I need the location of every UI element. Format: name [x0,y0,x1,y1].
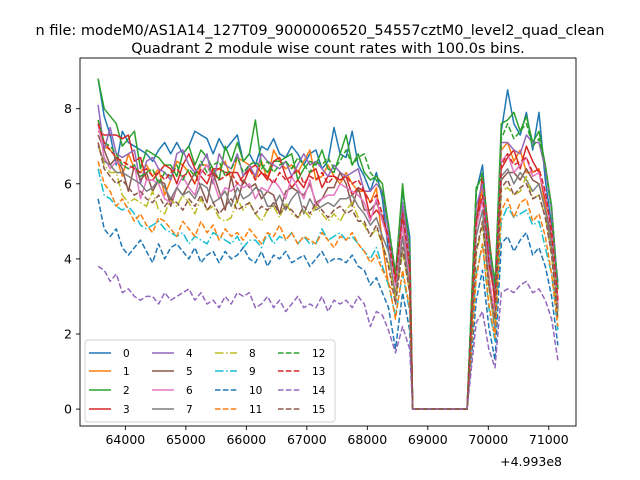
legend-label-7: 7 [186,404,193,416]
legend-label-12: 12 [312,348,325,360]
series-line-14 [97,265,559,410]
legend-label-6: 6 [186,385,193,397]
legend-box [84,339,336,423]
legend-label-11: 11 [249,404,262,416]
y-tick-label: 6 [64,176,72,191]
legend-label-8: 8 [249,348,256,360]
y-tick-label: 4 [64,251,72,266]
y-tick-label: 8 [64,101,72,116]
x-axis: 64000 65000 66000 67000 68000 69000 70000 71000 [105,426,569,447]
figure-suptitle: n file: modeM0/AS1A14_127T09_9000006520_… [36,23,605,39]
y-tick-label: 2 [64,327,72,342]
chart-title: Quadrant 2 module wise count rates with … [131,41,525,57]
legend-label-14: 14 [312,385,326,397]
legend-label-2: 2 [123,385,130,397]
x-tick-label: 67000 [287,432,327,447]
legend-label-13: 13 [312,366,325,378]
series-line-8 [97,142,559,410]
x-tick-label: 64000 [105,432,145,447]
plot-lines [97,78,559,410]
y-axis: 0 2 4 6 8 [64,101,80,417]
y-tick-label: 0 [64,402,72,417]
legend-label-1: 1 [123,366,130,378]
legend-label-10: 10 [249,385,262,397]
x-tick-label: 70000 [468,432,508,447]
x-offset-text: +4.993e8 [500,454,562,469]
x-tick-label: 65000 [166,432,206,447]
axes-frame [79,57,577,427]
series-line-4 [97,104,559,410]
x-tick-label: 66000 [226,432,266,447]
legend-label-9: 9 [249,366,256,378]
series-line-9 [97,168,559,410]
series-line-12 [97,119,559,410]
legend-label-15: 15 [312,404,325,416]
x-tick-label: 71000 [529,432,569,447]
legend-label-4: 4 [186,348,193,360]
legend-label-0: 0 [123,348,130,360]
series-line-15 [97,142,559,410]
legend-label-3: 3 [123,404,130,416]
series-line-11 [97,161,559,410]
series-line-10 [97,198,559,410]
legend-label-5: 5 [186,366,193,378]
x-tick-label: 68000 [347,432,387,447]
x-tick-label: 69000 [408,432,448,447]
